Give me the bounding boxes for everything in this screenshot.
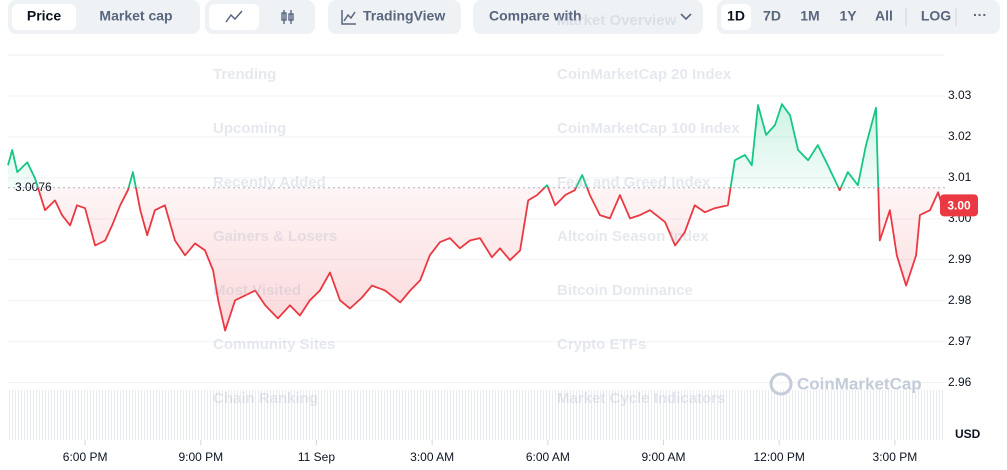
range[interactable]: 1M <box>800 8 819 24</box>
menu-item: Fear and Greed Index <box>557 174 711 191</box>
watermark-logo <box>769 372 793 396</box>
y-tick-label: 3.03 <box>948 88 972 102</box>
x-tick-label: 9:00 PM <box>178 450 223 464</box>
menu-item: Community Sites <box>213 336 336 353</box>
compare-label[interactable]: Compare with <box>489 8 582 24</box>
range[interactable]: 7D <box>763 8 781 24</box>
y-tick-label: 2.97 <box>948 334 972 348</box>
candle-icon[interactable] <box>281 10 294 24</box>
menu-item: CoinMarketCap 20 Index <box>557 66 732 83</box>
menu-item: Crypto ETFs <box>557 336 646 353</box>
x-tick-label: 6:00 PM <box>63 450 108 464</box>
y-tick-label: 3.02 <box>948 129 972 143</box>
x-tick-label: 3:00 AM <box>410 450 454 464</box>
tab[interactable]: Price <box>27 8 61 24</box>
menu-item: Market Overview <box>557 12 677 29</box>
menu-item: CoinMarketCap 100 Index <box>557 120 740 137</box>
x-tick-label: 11 Sep <box>298 450 335 464</box>
tv-icon <box>341 10 356 25</box>
range[interactable]: All <box>875 8 893 24</box>
y-tick-label: 2.99 <box>948 252 972 266</box>
menu-item: Chain Ranking <box>213 390 318 407</box>
menu-item: Recently Added <box>213 174 326 191</box>
menu-item: Altcoin Season Index <box>557 228 709 245</box>
x-tick-label: 9:00 AM <box>641 450 685 464</box>
menu-item: Most Visited <box>213 282 301 299</box>
price-badge <box>940 194 978 217</box>
reference-label: 3.0076 <box>15 180 52 194</box>
range-selected[interactable] <box>721 4 751 30</box>
tab[interactable]: Market cap <box>99 8 172 24</box>
tradingview-button[interactable] <box>328 0 461 34</box>
tv-icon <box>343 11 356 22</box>
price-line <box>7 103 943 332</box>
menu-item: Bitcoin Dominance <box>557 282 693 299</box>
area <box>8 104 942 331</box>
y-tick-label: 3.01 <box>948 170 972 184</box>
tab-selected[interactable] <box>12 4 76 30</box>
more-button[interactable]: ··· <box>973 7 987 23</box>
menu-item: Trending <box>213 66 276 83</box>
compare-select[interactable] <box>473 0 703 34</box>
x-tick-label: 6:00 AM <box>526 450 570 464</box>
log-toggle[interactable]: LOG <box>921 8 951 24</box>
menu-item: Market Cycle Indicators <box>557 390 725 407</box>
watermark: CoinMarketCap <box>797 374 922 393</box>
menu-item: Gainers & Losers <box>213 228 337 245</box>
y-tick-label: 2.98 <box>948 293 972 307</box>
range[interactable]: 1D <box>727 8 745 24</box>
range-group <box>717 0 1000 34</box>
menu-item: Upcoming <box>213 120 286 137</box>
x-tick-label: 3:00 PM <box>873 450 918 464</box>
chevron <box>680 13 692 21</box>
y-tick-label: 2.96 <box>948 375 972 389</box>
volume-background <box>8 390 945 440</box>
unit-label: USD <box>955 427 981 441</box>
x-tick-label: 12:00 PM <box>754 450 805 464</box>
range[interactable]: 1Y <box>839 8 857 24</box>
tradingview-label[interactable]: TradingView <box>363 8 445 24</box>
price-badge-label: 3.00 <box>947 198 971 212</box>
line-icon <box>225 10 243 23</box>
